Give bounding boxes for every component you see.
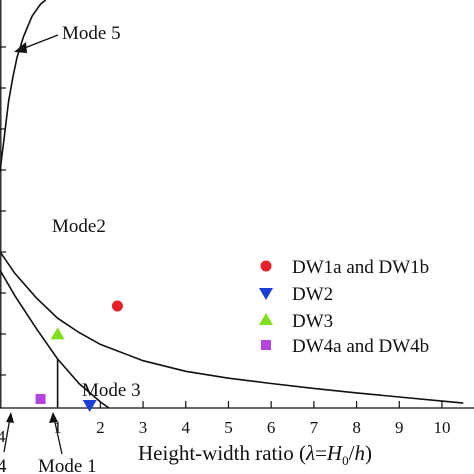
mode-1-label: Mode 1 bbox=[38, 456, 97, 474]
x-axis-title: Height-width ratio (λ=H0/h) bbox=[138, 441, 372, 468]
mode-5-boundary bbox=[0, 0, 47, 172]
x-axis-title-prefix: Height-width ratio ( bbox=[138, 441, 306, 465]
mode-4-arrow-head bbox=[6, 412, 14, 423]
mode-4-label-clipped: 4 bbox=[0, 456, 7, 474]
x-tick-label: 4 bbox=[182, 418, 191, 437]
x-axis-title-h: h bbox=[354, 441, 365, 465]
x-tick-label: 1 bbox=[53, 418, 62, 437]
legend-marker-dw2 bbox=[259, 288, 273, 300]
mode-1-arrow-head bbox=[49, 412, 58, 423]
legend-marker-dw1 bbox=[260, 260, 272, 272]
x-tick-label: 2 bbox=[96, 418, 105, 437]
legend-label-dw3: DW3 bbox=[292, 311, 333, 332]
data-point-series-0 bbox=[111, 300, 123, 312]
x-tick-label: 3 bbox=[139, 418, 148, 437]
legend-label-dw1: DW1a and DW1b bbox=[292, 257, 429, 278]
x-tick-label: 10 bbox=[433, 418, 450, 437]
x-tick-label: 6 bbox=[267, 418, 276, 437]
legend: DW1a and DW1b DW2 DW3 DW4a and DW4b bbox=[259, 257, 429, 357]
legend-marker-dw3 bbox=[259, 313, 273, 325]
x-tick-label: 9 bbox=[395, 418, 404, 437]
x-tick-label-clipped: 4 bbox=[0, 427, 6, 446]
mode-5-arrow-line bbox=[21, 34, 59, 50]
mode-boundaries bbox=[0, 0, 464, 409]
mode-5-label: Mode 5 bbox=[62, 23, 121, 44]
x-axis-title-lambda: λ bbox=[305, 441, 315, 465]
x-tick-label: 7 bbox=[310, 418, 319, 437]
mode-1-arrow-line bbox=[53, 417, 63, 455]
data-points bbox=[35, 300, 123, 412]
x-axis-title-suffix: ) bbox=[365, 441, 372, 465]
legend-marker-dw4 bbox=[261, 340, 271, 350]
x-axis-title-subscript: 0 bbox=[342, 453, 349, 468]
y-axis-ticks bbox=[0, 46, 6, 376]
mode-4-arrow-line bbox=[3, 417, 11, 453]
x-tick-label: 5 bbox=[224, 418, 233, 437]
x-axis-title-slash: / bbox=[349, 441, 355, 465]
x-axis: 1 2 3 4 5 6 7 8 9 10 bbox=[0, 0, 474, 437]
data-point-series-2 bbox=[50, 327, 65, 340]
x-tick-label: 8 bbox=[352, 418, 361, 437]
mode-2-label: Mode2 bbox=[52, 216, 106, 237]
x-axis-title-equals: = bbox=[315, 441, 327, 465]
x-axis-title-H: H bbox=[326, 441, 344, 465]
x-tick-labels: 1 2 3 4 5 6 7 8 9 10 bbox=[53, 418, 450, 437]
data-point-series-3 bbox=[35, 394, 46, 405]
legend-label-dw4: DW4a and DW4b bbox=[292, 336, 429, 357]
mode-5-arrow-head bbox=[14, 42, 27, 53]
legend-label-dw2: DW2 bbox=[292, 284, 333, 305]
mode-3-label: Mode 3 bbox=[82, 380, 141, 401]
mode-2-mode-3-boundary bbox=[0, 251, 464, 404]
data-point-series-1 bbox=[82, 399, 97, 412]
x-axis-ticks bbox=[57, 401, 443, 408]
